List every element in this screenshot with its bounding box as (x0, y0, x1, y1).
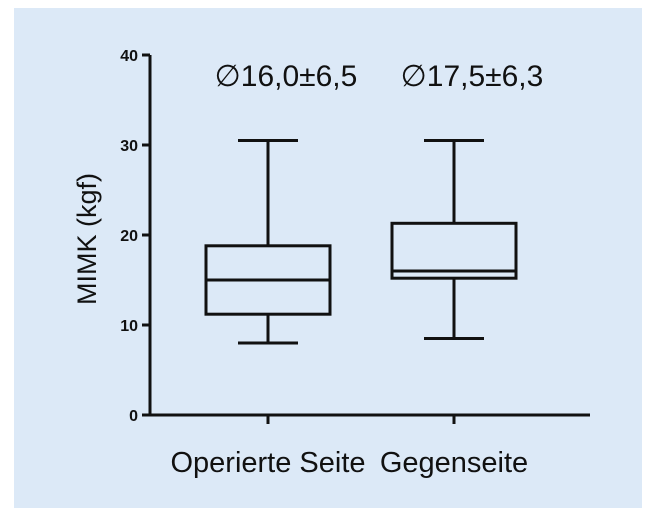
y-tick-label: 0 (129, 408, 138, 425)
chart-background (14, 8, 642, 508)
iqr-box (390, 221, 518, 280)
labels: MIMK (kgf) (72, 173, 102, 305)
y-tick-label: 20 (120, 228, 138, 245)
y-tick-label: 10 (120, 318, 138, 335)
mean-sd-annotation: ∅16,0±6,5 (215, 60, 358, 93)
box-2: ∅17,5±6,3 (390, 60, 544, 340)
box-1: ∅16,0±6,5 (204, 60, 358, 345)
mean-sd-annotation: ∅17,5±6,3 (401, 60, 544, 93)
axes: 0 10 20 30 40 Operierte Seite Gegenseite (120, 48, 590, 479)
y-tick-label: 40 (120, 48, 138, 65)
y-axis-label: MIMK (kgf) (72, 173, 102, 305)
boxplot-chart: 0 10 20 30 40 Operierte Seite Gegenseite ∅16,0… (14, 8, 642, 508)
y-tick-label: 30 (120, 138, 138, 155)
boxes: ∅16,0±6,5 ∅17,5±6,3 (204, 60, 544, 345)
x-tick-label: Gegenseite (380, 447, 528, 479)
x-tick-label: Operierte Seite (170, 447, 365, 479)
chart-figure: 0 10 20 30 40 Operierte Seite Gegenseite ∅16,0… (14, 8, 642, 508)
